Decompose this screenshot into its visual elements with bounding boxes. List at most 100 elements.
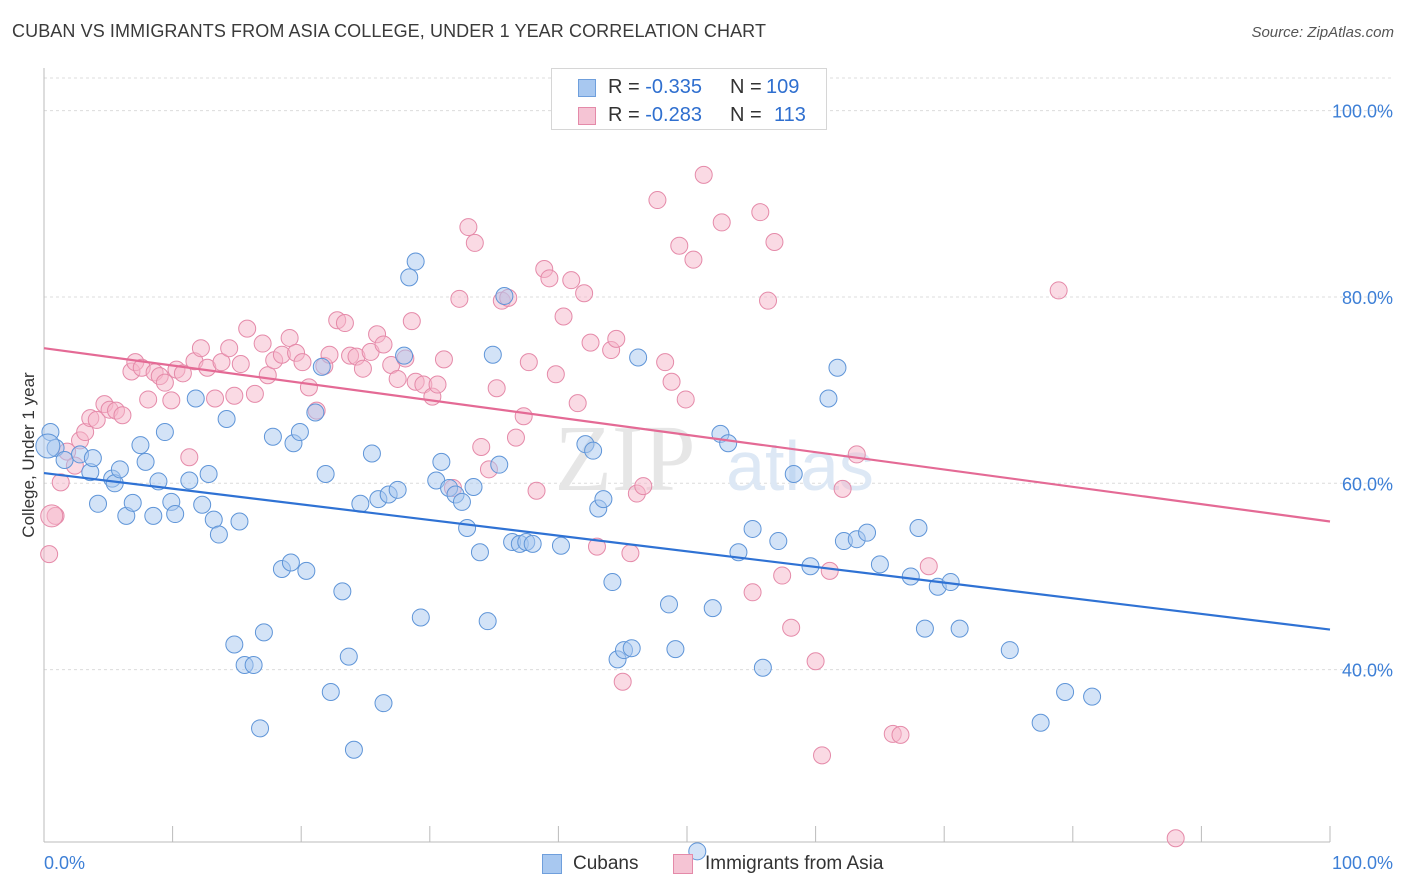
scatter-point-cubans (297, 561, 316, 580)
scatter-point-cubans (312, 357, 331, 376)
scatter-point-cubans (254, 623, 273, 642)
scatter-point-cubans (703, 599, 722, 618)
scatter-point-cubans (344, 740, 363, 759)
scatter-point-asia (434, 350, 453, 369)
scatter-point-cubans (199, 464, 218, 483)
legend-label-cubans: Cubans (573, 853, 639, 874)
scatter-point-cubans (110, 460, 129, 479)
y-tick-label: 100.0% (1332, 102, 1393, 122)
tick-labels: 40.0% 60.0% 80.0% 100.0% 0.0% 100.0% (44, 102, 1393, 873)
scatter-point-asia (162, 391, 181, 410)
scatter-point-asia (621, 544, 640, 563)
scatter-point-cubans (659, 595, 678, 614)
scatter-point-asia (487, 379, 506, 398)
n-label: N = (730, 76, 762, 98)
scatter-point-asia (562, 271, 581, 290)
scatter-point-cubans (1083, 687, 1102, 706)
r-label: R = (608, 76, 640, 98)
scatter-point-cubans (828, 358, 847, 377)
scatter-point-cubans (55, 451, 74, 469)
scatter-point-cubans (155, 423, 174, 442)
scatter-point-cubans (193, 495, 212, 514)
y-axis-label: College, Under 1 year (19, 372, 38, 538)
scatter-point-cubans (464, 478, 483, 497)
scatter-point-asia (684, 250, 703, 269)
scatter-point-asia (40, 504, 64, 528)
scatter-point-cubans (584, 441, 603, 460)
scatter-point-asia (293, 353, 312, 372)
scatter-point-cubans (753, 658, 772, 677)
r-value-cubans: -0.335 (645, 76, 702, 98)
n-label: N = (730, 104, 762, 126)
scatter-point-asia (527, 481, 546, 500)
trend-line-cubans (43, 471, 1331, 631)
scatter-point-cubans (909, 519, 928, 538)
scatter-point-cubans (478, 612, 497, 631)
asia-legend-swatch (673, 854, 693, 874)
trend-line-asia (43, 347, 1331, 523)
scatter-point-cubans (406, 252, 425, 271)
scatter-point-asia (353, 359, 372, 378)
scatter-point-asia (919, 557, 938, 576)
scatter-point-asia (676, 390, 695, 409)
scatter-point-cubans (362, 444, 381, 463)
scatter-point-asia (1166, 829, 1185, 848)
watermark-atlas: atlas (726, 427, 874, 505)
scatter-point-asia (428, 375, 447, 394)
scatter-point-cubans (321, 682, 340, 701)
scatter-point-cubans (1031, 713, 1050, 732)
scatter-point-cubans (180, 471, 199, 490)
scatter-point-cubans (186, 389, 205, 408)
scatter-point-cubans (136, 452, 155, 471)
scatter-point-asia (554, 307, 573, 326)
r-label: R = (608, 104, 640, 126)
scatter-point-asia (648, 191, 667, 210)
scatter-point-cubans (281, 553, 300, 572)
source-note: Source: ZipAtlas.com (1251, 24, 1394, 41)
scatter-point-cubans (622, 639, 641, 658)
scatter-point-cubans (819, 389, 838, 408)
scatter-point-asia (253, 334, 272, 353)
scatter-point-cubans (290, 423, 309, 442)
scatter-point-asia (245, 384, 264, 403)
scatter-point-asia (231, 355, 250, 374)
legend-label-asia: Immigrants from Asia (705, 853, 884, 874)
scatter-point-cubans (858, 523, 877, 542)
scatter-point-cubans (35, 433, 61, 459)
scatter-point-cubans (743, 519, 762, 538)
scatter-point-cubans (719, 434, 738, 453)
y-tick-label: 80.0% (1342, 288, 1393, 308)
scatter-point-cubans (1056, 682, 1075, 701)
scatter-point-asia (450, 289, 469, 308)
scatter-point-asia (472, 437, 491, 456)
scatter-point-asia (540, 269, 559, 288)
scatter-point-asia (581, 333, 600, 352)
scatter-point-cubans (688, 842, 707, 861)
scatter-point-asia (335, 314, 354, 333)
n-value-asia: 113 (774, 104, 806, 126)
scatter-point-asia (587, 537, 606, 556)
scatter-point-cubans (603, 573, 622, 592)
scatter-point-cubans (523, 534, 542, 553)
stats-row-cubans: R = -0.335 N = 109 (552, 73, 826, 101)
asia-swatch (578, 107, 596, 125)
scatter-point-asia (765, 232, 784, 251)
scatter-point-asia (173, 364, 192, 383)
scatter-point-asia (388, 369, 407, 388)
scatter-point-asia (238, 319, 257, 338)
scatter-point-asia (743, 583, 762, 602)
scatter-point-asia (180, 448, 199, 467)
scatter-point-cubans (217, 410, 236, 429)
scatter-point-asia (613, 672, 632, 691)
scatter-point-cubans (432, 452, 451, 471)
scatter-point-asia (465, 233, 484, 252)
trend-lines (43, 347, 1331, 631)
scatter-point-cubans (629, 348, 648, 367)
scatter-point-asia (670, 236, 689, 255)
scatter-point-asia (87, 410, 106, 429)
scatter-point-asia (833, 479, 852, 498)
scatter-point-cubans (400, 268, 419, 287)
scatter-point-cubans (244, 655, 263, 674)
scatter-point-asia (506, 428, 525, 447)
